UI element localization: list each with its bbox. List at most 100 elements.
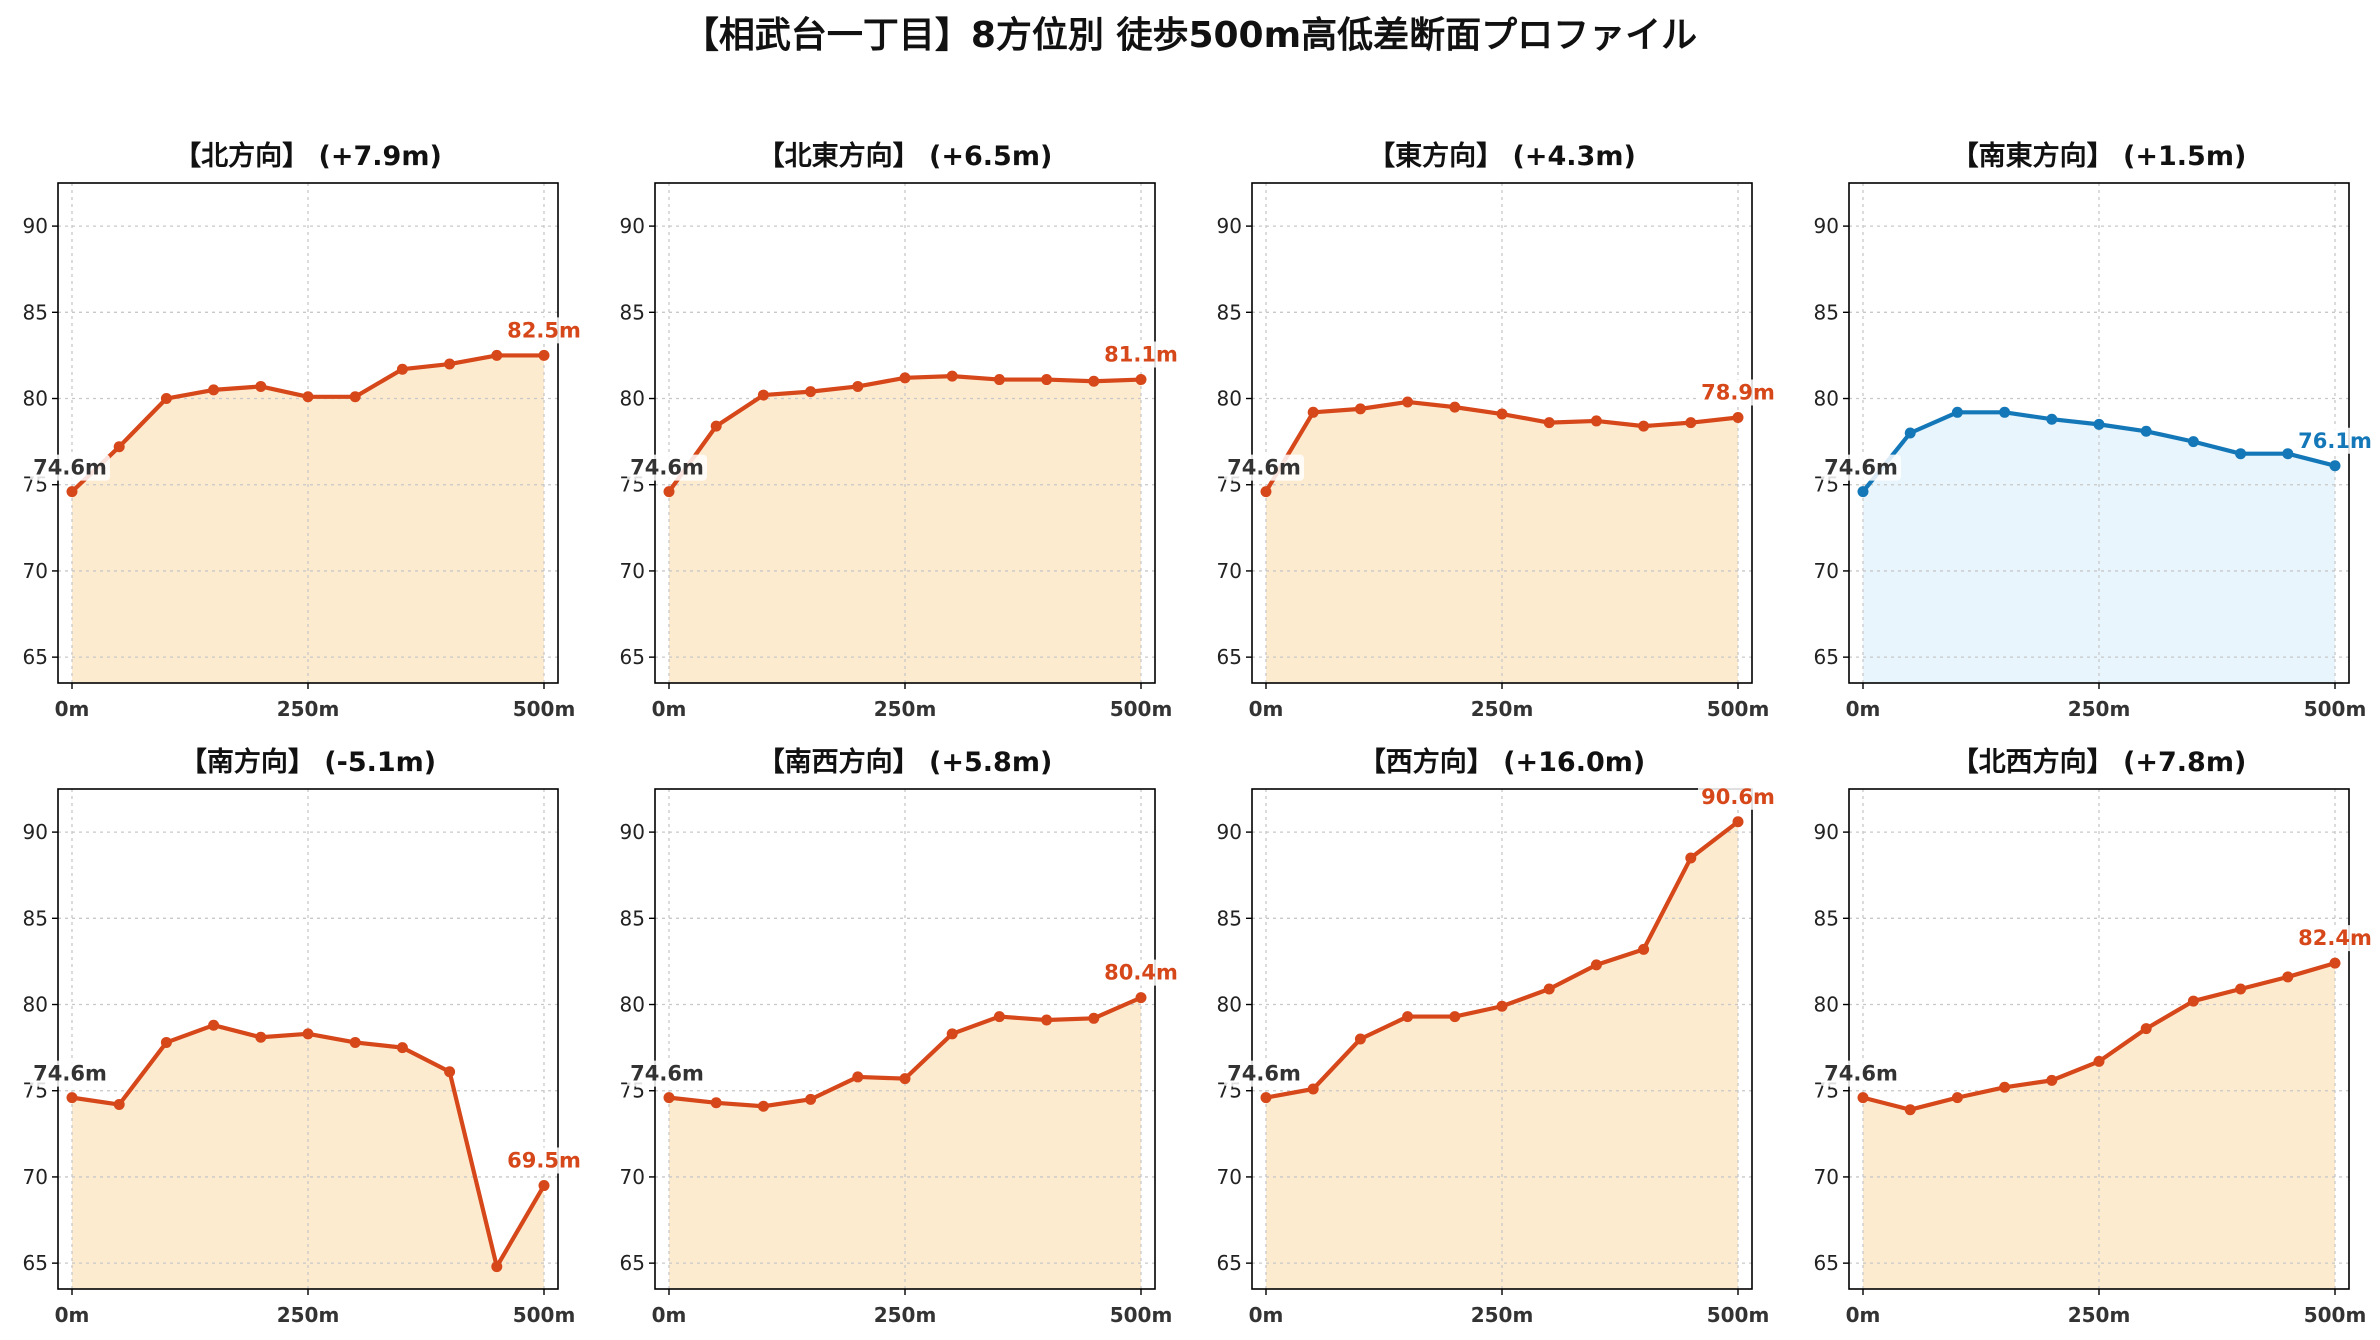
y-tick-label: 65	[23, 1251, 48, 1275]
data-point	[66, 1092, 78, 1104]
y-tick-label: 65	[620, 645, 645, 669]
start-label-bg	[30, 454, 110, 481]
elevation-area	[72, 1025, 544, 1289]
y-tick-label: 70	[1217, 1165, 1242, 1189]
x-tick-label: 500m	[2304, 1303, 2367, 1327]
end-label-bg	[504, 317, 584, 344]
subplot-title: 【北東方向】 (+6.5m)	[758, 140, 1053, 172]
data-point	[805, 386, 817, 398]
end-label: 90.6m	[1701, 785, 1775, 809]
data-point	[2046, 1074, 2058, 1086]
data-point	[1354, 403, 1366, 415]
data-point	[2046, 413, 2058, 425]
y-tick-label: 65	[1814, 645, 1839, 669]
y-tick-label: 90	[23, 214, 48, 238]
y-tick-label: 80	[1217, 387, 1242, 411]
data-point	[1402, 396, 1414, 408]
data-point	[113, 441, 125, 453]
data-point	[1449, 401, 1461, 413]
x-tick-label: 500m	[1707, 1303, 1770, 1327]
y-tick-label: 90	[620, 820, 645, 844]
data-point	[491, 349, 503, 361]
y-tick-label: 90	[1814, 214, 1839, 238]
data-point	[1638, 943, 1650, 955]
x-tick-label: 0m	[1249, 697, 1284, 721]
x-tick-label: 500m	[1110, 697, 1173, 721]
data-point	[852, 1071, 864, 1083]
x-tick-label: 250m	[277, 697, 340, 721]
y-tick-label: 70	[1814, 559, 1839, 583]
end-label-bg	[1101, 959, 1181, 986]
subplot-title: 【南西方向】 (+5.8m)	[758, 746, 1053, 778]
data-point	[899, 1073, 911, 1085]
elevation-area	[669, 997, 1141, 1289]
y-tick-label: 90	[1217, 820, 1242, 844]
data-point	[538, 349, 550, 361]
subplot-title: 【南方向】 (-5.1m)	[180, 746, 436, 778]
y-tick-label: 70	[1217, 559, 1242, 583]
y-tick-label: 85	[23, 906, 48, 930]
data-point	[491, 1261, 503, 1273]
data-point	[208, 1019, 220, 1031]
y-tick-label: 85	[1217, 906, 1242, 930]
end-label: 80.4m	[1104, 961, 1178, 985]
end-label-bg	[504, 1147, 584, 1174]
y-tick-label: 90	[620, 214, 645, 238]
y-tick-label: 85	[1217, 300, 1242, 324]
data-point	[1449, 1011, 1461, 1023]
x-tick-label: 250m	[2068, 1303, 2131, 1327]
data-point	[113, 1099, 125, 1111]
data-point	[1904, 427, 1916, 439]
x-tick-label: 500m	[2304, 697, 2367, 721]
x-tick-label: 250m	[2068, 697, 2131, 721]
data-point	[1307, 406, 1319, 418]
data-point	[1732, 816, 1744, 828]
x-tick-label: 0m	[652, 697, 687, 721]
data-point	[852, 380, 864, 392]
x-tick-label: 250m	[874, 1303, 937, 1327]
x-tick-label: 0m	[1846, 697, 1881, 721]
data-point	[444, 358, 456, 370]
end-label: 69.5m	[507, 1149, 581, 1173]
x-tick-label: 250m	[277, 1303, 340, 1327]
y-tick-label: 70	[1814, 1165, 1839, 1189]
start-label: 74.6m	[630, 1062, 704, 1086]
data-point	[1088, 375, 1100, 387]
data-point	[1951, 1092, 1963, 1104]
data-point	[1999, 406, 2011, 418]
y-tick-label: 80	[1814, 993, 1839, 1017]
y-tick-label: 85	[1814, 906, 1839, 930]
end-label: 78.9m	[1701, 380, 1775, 404]
x-tick-label: 500m	[1110, 1303, 1173, 1327]
end-label-bg	[2295, 427, 2375, 454]
y-tick-label: 70	[23, 1165, 48, 1189]
data-point	[946, 370, 958, 382]
end-label-bg	[1698, 783, 1778, 810]
data-point	[1590, 959, 1602, 971]
data-point	[1260, 1092, 1272, 1104]
y-tick-label: 65	[620, 1251, 645, 1275]
x-tick-label: 0m	[1846, 1303, 1881, 1327]
figure-title: 【相武台一丁目】8方位別 徒歩500m高低差断面プロファイル	[682, 15, 1698, 56]
x-tick-label: 0m	[652, 1303, 687, 1327]
data-point	[946, 1028, 958, 1040]
start-label: 74.6m	[1824, 456, 1898, 480]
data-point	[302, 391, 314, 403]
end-label-bg	[1101, 341, 1181, 368]
data-point	[1951, 406, 1963, 418]
data-point	[2235, 983, 2247, 995]
data-point	[1496, 1000, 1508, 1012]
data-point	[66, 486, 78, 498]
data-point	[805, 1093, 817, 1105]
x-tick-label: 0m	[55, 1303, 90, 1327]
start-label-bg	[627, 1060, 707, 1087]
data-point	[1402, 1011, 1414, 1023]
y-tick-label: 80	[1217, 993, 1242, 1017]
y-tick-label: 85	[1814, 300, 1839, 324]
data-point	[1354, 1033, 1366, 1045]
y-tick-label: 70	[620, 1165, 645, 1189]
